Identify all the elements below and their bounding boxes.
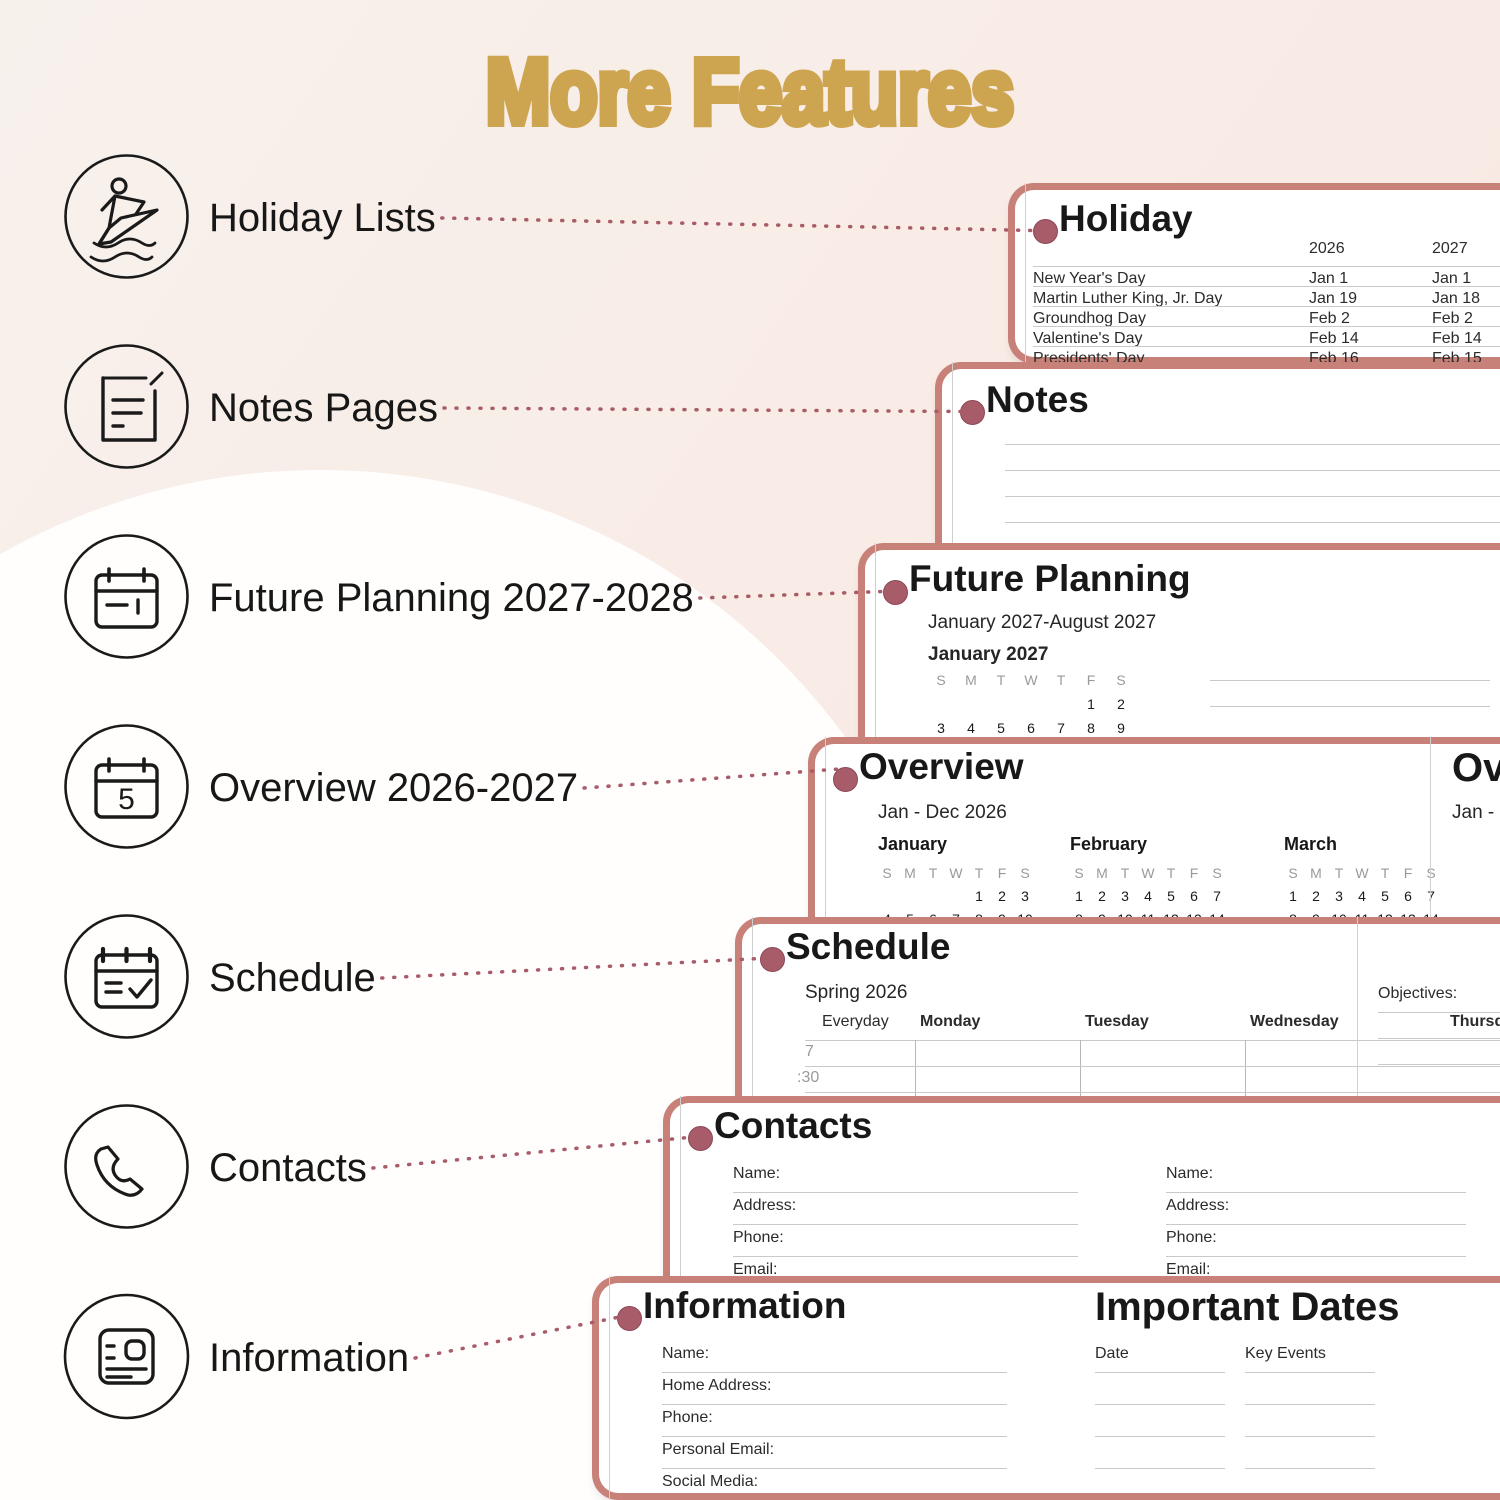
svg-text:5: 5 <box>118 783 135 816</box>
